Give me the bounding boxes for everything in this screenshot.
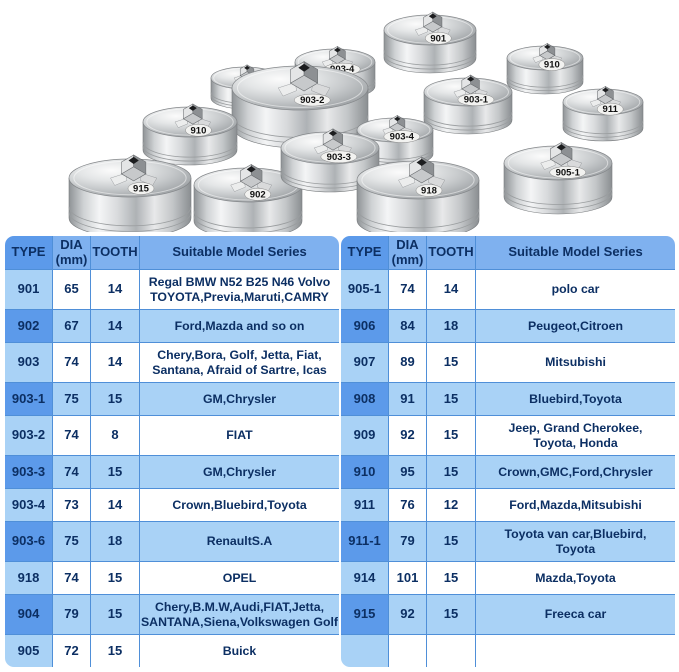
svg-text:915: 915: [133, 183, 150, 194]
svg-text:905-1: 905-1: [556, 167, 581, 178]
svg-text:903-4: 903-4: [390, 132, 415, 143]
svg-text:903-3: 903-3: [327, 152, 351, 163]
svg-text:903-1: 903-1: [464, 95, 489, 106]
svg-text:902: 902: [250, 189, 266, 200]
svg-text:911: 911: [603, 104, 619, 115]
svg-text:910: 910: [544, 60, 560, 71]
svg-text:903-2: 903-2: [300, 95, 324, 106]
svg-text:918: 918: [421, 185, 437, 196]
svg-text:901: 901: [430, 33, 447, 44]
svg-text:910: 910: [191, 125, 207, 136]
